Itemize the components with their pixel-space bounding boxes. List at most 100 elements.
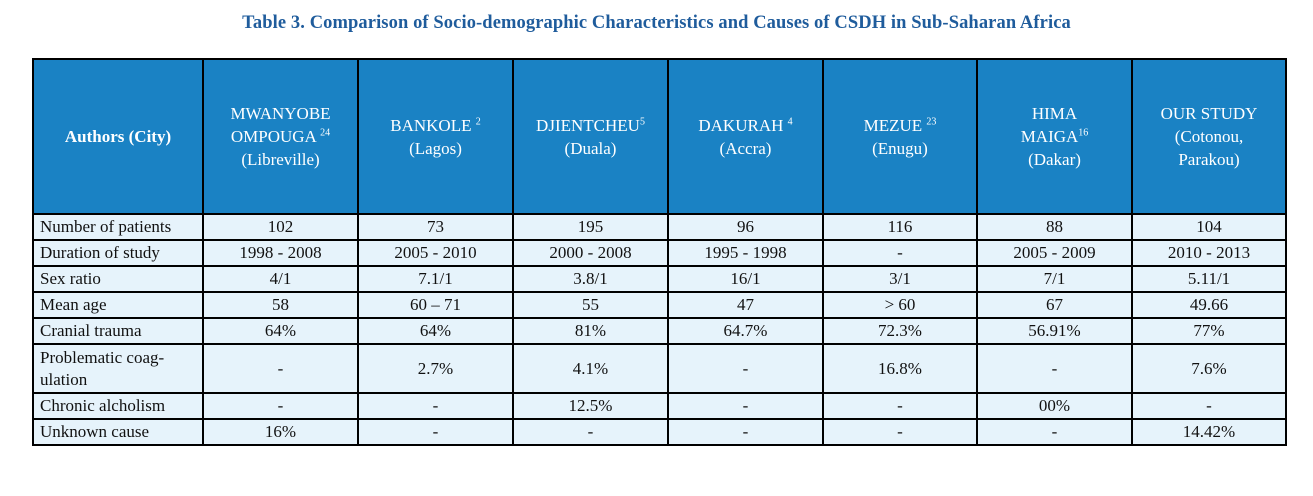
table-cell: 16.8%: [822, 343, 978, 394]
header-row: Authors (City) MWANYOBE OMPOUGA 24 (Libr…: [32, 58, 1287, 215]
header-study-6: HIMA MAIGA16 (Dakar): [976, 58, 1133, 215]
row-label: Chronic alcholism: [32, 392, 204, 420]
table-cell: -: [357, 418, 514, 446]
header-study-6-name-2: MAIGA16: [1020, 127, 1089, 146]
table-cell: -: [976, 418, 1133, 446]
table-cell: -: [202, 392, 359, 420]
header-study-4-ref: 4: [787, 115, 793, 127]
table-cell: 81%: [512, 317, 669, 345]
table-row: Duration of study 1998 - 2008 2005 - 2010 2…: [32, 239, 1287, 267]
table-cell: 2010 - 2013: [1131, 239, 1287, 267]
table-cell: -: [357, 392, 514, 420]
table-cell: -: [822, 418, 978, 446]
table-cell: 67: [976, 291, 1133, 319]
table-cell: -: [202, 343, 359, 394]
table-row: Unknown cause 16% - - - - -14.42%: [32, 418, 1287, 446]
table-cell: 47: [667, 291, 824, 319]
row-label: Duration of study: [32, 239, 204, 267]
table-cell: 64%: [202, 317, 359, 345]
table-row: Sex ratio 4/1 7.1/1 3.8/1 16/1 3/1 7/1 5.11/1: [32, 265, 1287, 293]
table-cell: 7.1/1: [357, 265, 514, 293]
header-study-4-name: DAKURAH 4: [698, 115, 793, 135]
table-cell: 72.3%: [822, 317, 978, 345]
header-study-1-city: (Libreville): [241, 150, 320, 169]
table-cell: 16%: [202, 418, 359, 446]
row-label: Problematic coag-ulation: [32, 343, 204, 394]
table-cell: 1995 - 1998: [667, 239, 824, 267]
table-cell: 7.6%: [1131, 343, 1287, 394]
table-cell: 2.7%: [357, 343, 514, 394]
header-study-3-city: (Duala): [564, 138, 617, 158]
table-cell: -: [667, 343, 824, 394]
header-study-1-ref: 24: [320, 127, 331, 139]
table-cell: 88: [976, 213, 1133, 241]
table-cell: 56.91%: [976, 317, 1133, 345]
table-cell: 14.42%: [1131, 418, 1287, 446]
table-cell: 64%: [357, 317, 514, 345]
header-study-4: DAKURAH 4 (Accra): [667, 58, 824, 215]
table-cell: 3/1: [822, 265, 978, 293]
table-cell: -: [1131, 392, 1287, 420]
table-cell: 73: [357, 213, 514, 241]
header-study-5-name: MEZUE 23: [863, 115, 937, 135]
table-cell: 102: [202, 213, 359, 241]
header-study-3-ref: 5: [639, 115, 645, 127]
table-cell: 58: [202, 291, 359, 319]
table-cell: 60 – 71: [357, 291, 514, 319]
header-study-6-ref: 16: [1078, 127, 1089, 139]
table-cell: 55: [512, 291, 669, 319]
row-label: Cranial trauma: [32, 317, 204, 345]
header-study-1: MWANYOBE OMPOUGA 24 (Libreville): [202, 58, 359, 215]
header-study-2-name: BANKOLE 2: [390, 115, 481, 135]
header-study-5-city: (Enugu): [872, 138, 928, 158]
header-study-4-city: (Accra): [719, 138, 772, 158]
header-study-6-city: (Dakar): [1028, 150, 1081, 169]
header-study-2: BANKOLE 2 (Lagos): [357, 58, 514, 215]
header-study-7-name: OUR STUDY: [1160, 104, 1258, 123]
table-row: Cranial trauma 64% 64% 81% 64.7% 72.3% 56.91% 7…: [32, 317, 1287, 345]
comparison-table: Authors (City) MWANYOBE OMPOUGA 24 (Libr…: [32, 58, 1287, 446]
table-cell: 49.66: [1131, 291, 1287, 319]
row-label: Number of patients: [32, 213, 204, 241]
table-cell: 12.5%: [512, 392, 669, 420]
table-row: Problematic coag-ulation -2.7% 4.1% -16.8% -…: [32, 343, 1287, 394]
table-row: Mean age 58 60 – 71 55 47 > 60 67 49.66: [32, 291, 1287, 319]
table-row: Number of patients 102 73 195 96 116 88 104: [32, 213, 1287, 241]
table-cell: 3.8/1: [512, 265, 669, 293]
table-cell: 195: [512, 213, 669, 241]
header-study-7: OUR STUDY (Cotonou, Parakou): [1131, 58, 1287, 215]
table-cell: 5.11/1: [1131, 265, 1287, 293]
table-cell: 77%: [1131, 317, 1287, 345]
header-study-1-name-2: OMPOUGA 24: [230, 127, 331, 146]
header-study-3: DJIENTCHEU5 (Duala): [512, 58, 669, 215]
table-cell: -: [822, 392, 978, 420]
table-cell: 7/1: [976, 265, 1133, 293]
header-study-7-city: (Cotonou, Parakou): [1174, 127, 1244, 169]
row-label: Unknown cause: [32, 418, 204, 446]
header-study-5-ref: 23: [926, 115, 937, 127]
table-cell: -: [667, 418, 824, 446]
table-cell: -: [667, 392, 824, 420]
table-cell: 96: [667, 213, 824, 241]
table-cell: 2005 - 2009: [976, 239, 1133, 267]
header-study-1-name-1: MWANYOBE: [230, 104, 331, 123]
table-body: Number of patients 102 73 195 96 116 88 104 Dura…: [32, 213, 1287, 446]
header-study-2-ref: 2: [475, 115, 481, 127]
row-label: Mean age: [32, 291, 204, 319]
table-cell: 00%: [976, 392, 1133, 420]
table-cell: -: [976, 343, 1133, 394]
table-cell: 2005 - 2010: [357, 239, 514, 267]
table-cell: 2000 - 2008: [512, 239, 669, 267]
header-study-2-city: (Lagos): [409, 138, 462, 158]
table-cell: 116: [822, 213, 978, 241]
table-cell: 16/1: [667, 265, 824, 293]
table-cell: 104: [1131, 213, 1287, 241]
header-authors-city: Authors (City): [32, 58, 204, 215]
header-study-5: MEZUE 23 (Enugu): [822, 58, 978, 215]
table-cell: -: [512, 418, 669, 446]
table-title: Table 3. Comparison of Socio-demographic…: [242, 13, 1071, 33]
table-cell: > 60: [822, 291, 978, 319]
header-study-6-name-1: HIMA: [1031, 104, 1078, 123]
row-label: Sex ratio: [32, 265, 204, 293]
table-cell: -: [822, 239, 978, 267]
